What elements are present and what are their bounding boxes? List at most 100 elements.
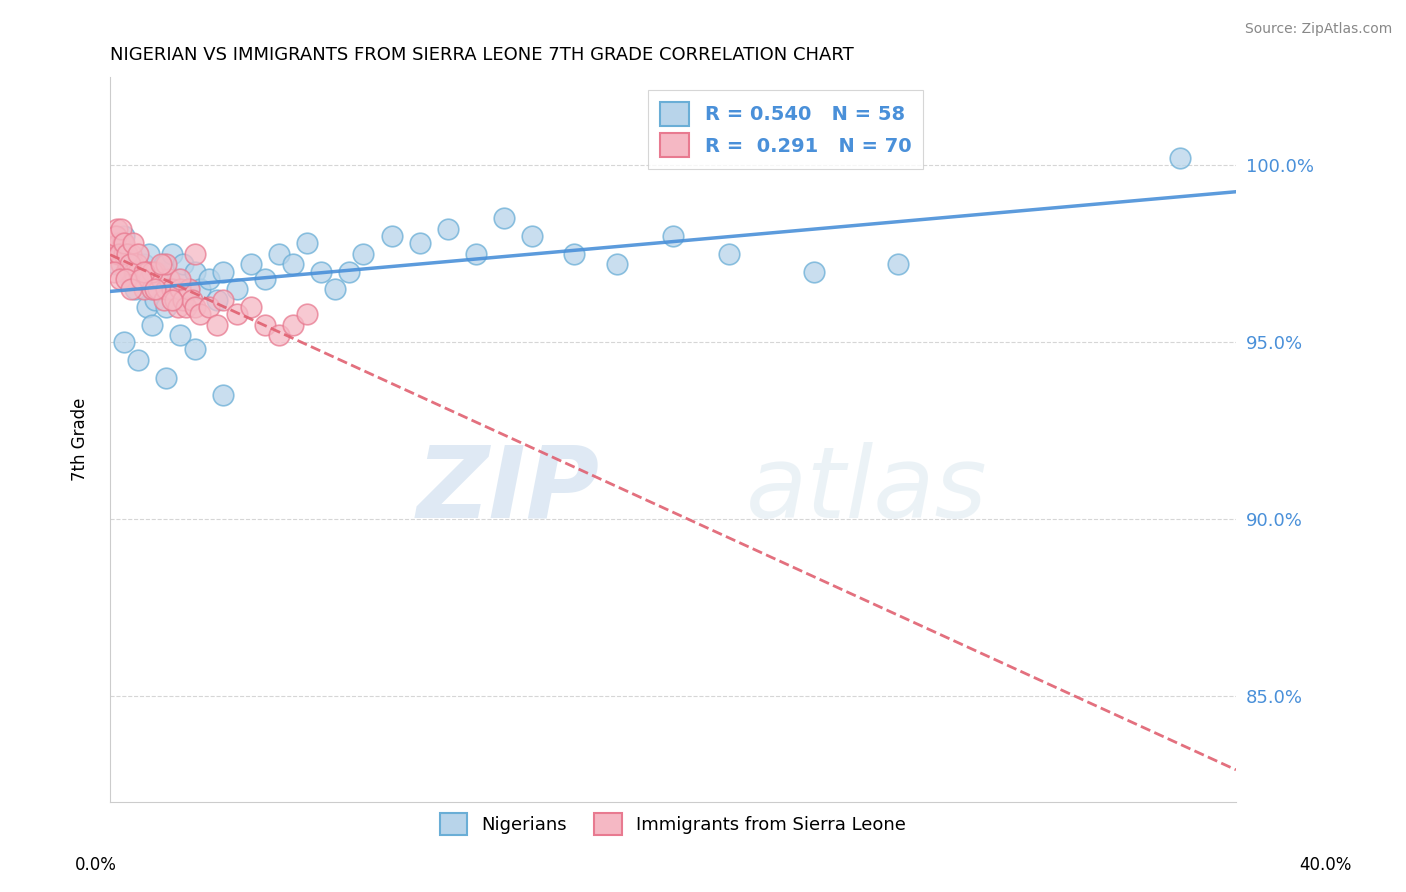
Text: atlas: atlas (747, 442, 988, 539)
Point (225, 282, 247, 296)
Point (177, 282, 200, 296)
Point (107, 236, 129, 251)
Point (887, 257, 910, 271)
Point (129, 271, 152, 285)
Point (662, 229, 685, 244)
Point (129, 271, 152, 285)
Point (211, 293, 233, 307)
Point (103, 229, 125, 244)
Legend: Nigerians, Immigrants from Sierra Leone: Nigerians, Immigrants from Sierra Leone (432, 804, 915, 844)
Point (166, 271, 188, 285)
Point (281, 318, 304, 332)
Point (253, 318, 276, 332)
Point (169, 328, 191, 343)
Point (127, 264, 149, 278)
Point (149, 282, 172, 296)
Point (110, 222, 132, 236)
Point (125, 257, 148, 271)
Point (143, 282, 166, 296)
Point (160, 293, 183, 307)
Point (135, 300, 157, 314)
Point (157, 271, 180, 285)
Point (146, 282, 169, 296)
Point (197, 271, 219, 285)
Point (129, 271, 152, 285)
Point (183, 264, 205, 278)
Point (108, 247, 131, 261)
Point (118, 264, 141, 278)
Point (143, 293, 166, 307)
Point (155, 257, 177, 271)
Point (107, 247, 129, 261)
Point (408, 236, 430, 251)
Point (172, 257, 194, 271)
Point (253, 271, 276, 285)
Point (127, 247, 149, 261)
Point (122, 264, 145, 278)
Point (267, 247, 290, 261)
Point (112, 335, 135, 350)
Point (183, 247, 205, 261)
Point (110, 257, 132, 271)
Point (180, 293, 202, 307)
Point (606, 257, 628, 271)
Point (163, 293, 186, 307)
Point (295, 236, 318, 251)
Point (108, 271, 131, 285)
Point (718, 247, 741, 261)
Text: 0.0%: 0.0% (75, 855, 117, 873)
Point (138, 271, 160, 285)
Point (107, 247, 129, 261)
Point (121, 253, 143, 268)
Point (155, 370, 177, 384)
Point (169, 282, 191, 296)
Point (465, 247, 488, 261)
Point (239, 300, 262, 314)
Point (121, 257, 143, 271)
Point (138, 247, 160, 261)
Point (103, 264, 125, 278)
Point (112, 236, 135, 251)
Point (267, 328, 290, 343)
Point (188, 307, 211, 321)
Point (118, 257, 141, 271)
Point (211, 388, 233, 402)
Point (211, 264, 233, 278)
Point (141, 264, 163, 278)
Point (169, 271, 191, 285)
Point (132, 257, 155, 271)
Point (205, 318, 228, 332)
Point (115, 247, 138, 261)
Point (132, 282, 155, 296)
Point (105, 222, 128, 236)
Point (135, 264, 157, 278)
Point (104, 257, 127, 271)
Text: NIGERIAN VS IMMIGRANTS FROM SIERRA LEONE 7TH GRADE CORRELATION CHART: NIGERIAN VS IMMIGRANTS FROM SIERRA LEONE… (110, 46, 853, 64)
Point (174, 300, 197, 314)
Point (112, 229, 135, 244)
Point (188, 282, 211, 296)
Point (146, 264, 169, 278)
Point (155, 300, 177, 314)
Point (127, 353, 149, 368)
Point (152, 257, 174, 271)
Point (141, 282, 163, 296)
Point (149, 271, 172, 285)
Text: Source: ZipAtlas.com: Source: ZipAtlas.com (1244, 22, 1392, 37)
Point (225, 307, 247, 321)
Point (323, 282, 346, 296)
Point (110, 236, 132, 251)
Point (121, 236, 143, 251)
Point (101, 236, 124, 251)
Point (437, 222, 460, 236)
Point (160, 282, 183, 296)
Point (143, 264, 166, 278)
Point (239, 257, 262, 271)
Point (118, 271, 141, 285)
Point (149, 257, 172, 271)
Point (183, 343, 205, 357)
Point (380, 229, 402, 244)
Point (281, 257, 304, 271)
Point (112, 247, 135, 261)
Point (352, 247, 374, 261)
